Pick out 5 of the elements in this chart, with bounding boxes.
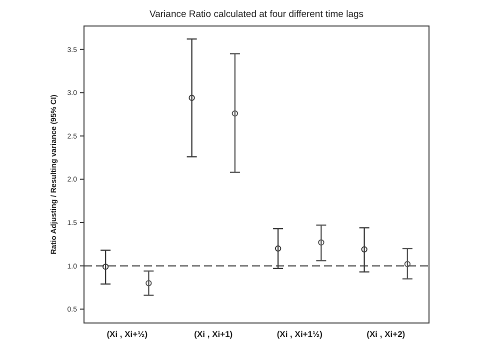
x-tick-label: (Xi , Xi+2) [366,329,406,339]
chart-title: Variance Ratio calculated at four different time lags [149,9,364,20]
x-tick-label: (Xi , Xi+1) [194,329,233,339]
x-tick-label: (Xi , Xi+1½) [276,329,323,339]
x-tick-label: (Xi , Xi+½) [106,329,148,339]
